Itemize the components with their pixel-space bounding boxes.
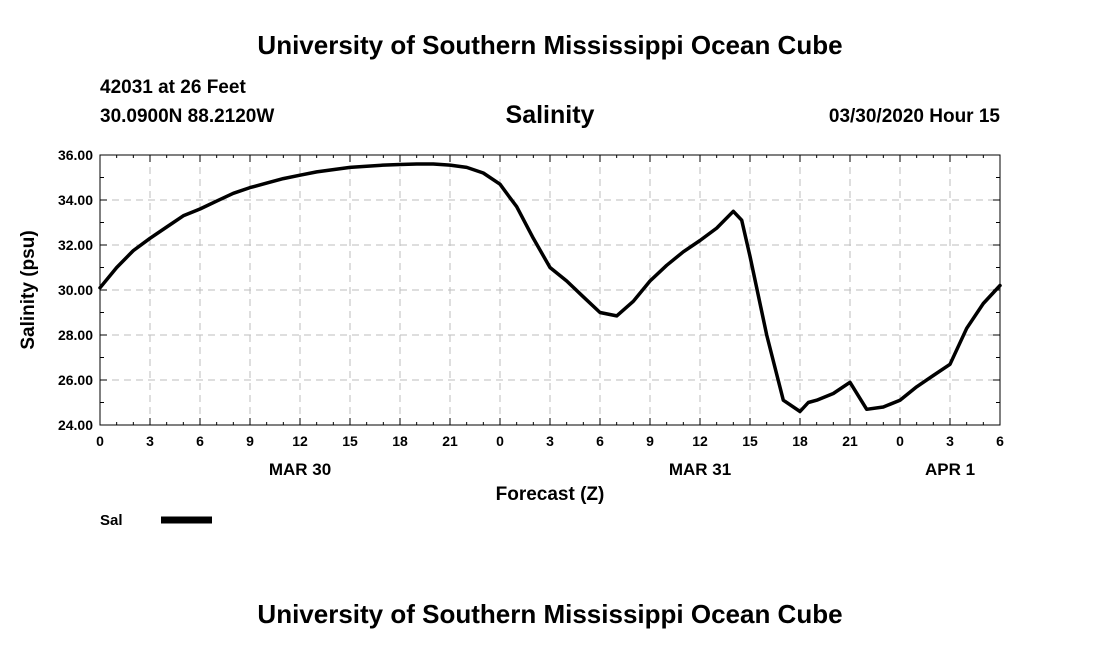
x-tick-label: 3 (546, 433, 554, 449)
y-tick-label: 24.00 (58, 417, 93, 433)
y-tick-label: 28.00 (58, 327, 93, 343)
x-tick-label: 15 (742, 433, 758, 449)
x-tick-label: 18 (392, 433, 408, 449)
x-tick-label: 0 (96, 433, 104, 449)
x-tick-label: 12 (292, 433, 308, 449)
x-tick-label: 9 (246, 433, 254, 449)
x-tick-label: 9 (646, 433, 654, 449)
datetime-label: 03/30/2020 Hour 15 (828, 106, 1000, 127)
series-line-sal (98, 162, 1002, 414)
date-label: MAR 30 (269, 460, 331, 479)
x-tick-label: 0 (896, 433, 904, 449)
x-tick-label: 6 (196, 433, 204, 449)
x-tick-label: 6 (596, 433, 604, 449)
y-tick-label: 26.00 (58, 372, 93, 388)
x-tick-label: 21 (442, 433, 458, 449)
y-tick-label: 30.00 (58, 282, 93, 298)
chart-title: Salinity (505, 101, 595, 129)
x-tick-label: 18 (792, 433, 808, 449)
tick-labels: 0 3 6 9 12 15 18 21 0 3 6 9 12 15 18 21 0 3 6 24.00 26.00 28.… (58, 147, 1004, 479)
legend: Sal (100, 512, 212, 529)
x-tick-label: 3 (946, 433, 954, 449)
x-tick-label: 0 (496, 433, 504, 449)
date-label: APR 1 (925, 460, 975, 479)
x-tick-label: 3 (146, 433, 154, 449)
y-tick-label: 32.00 (58, 237, 93, 253)
date-label: MAR 31 (669, 460, 731, 479)
page-title: University of Southern Mississippi Ocean… (257, 30, 843, 60)
y-tick-label: 36.00 (58, 147, 93, 163)
x-tick-label: 12 (692, 433, 708, 449)
x-axis-label: Forecast (Z) (496, 484, 605, 505)
coordinates-label: 30.0900N 88.2120W (100, 106, 275, 127)
y-tick-label: 34.00 (58, 192, 93, 208)
legend-label-sal: Sal (100, 512, 123, 529)
x-tick-label: 6 (996, 433, 1004, 449)
x-tick-label: 15 (342, 433, 358, 449)
x-tick-label: 21 (842, 433, 858, 449)
footer-title: University of Southern Mississippi Ocean… (257, 599, 843, 629)
grid (100, 155, 1000, 425)
series-layer (98, 162, 1002, 414)
station-label: 42031 at 26 Feet (100, 77, 246, 98)
y-axis-label: Salinity (psu) (18, 230, 39, 349)
